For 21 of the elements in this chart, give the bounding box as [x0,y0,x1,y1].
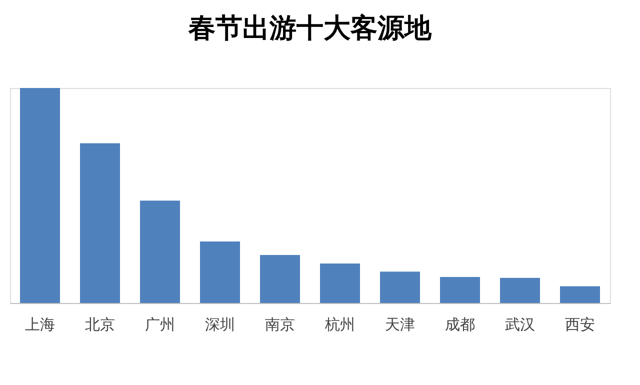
bar [320,263,360,303]
bar [500,278,540,303]
bar [20,88,60,303]
x-tick-label: 杭州 [324,316,355,334]
x-tick-label: 成都 [445,316,475,334]
x-tick-label: 北京 [85,316,115,334]
x-tick-label: 西安 [565,316,595,334]
x-tick-label: 广州 [145,316,175,334]
bar [260,255,300,303]
x-tick-label: 武汉 [505,316,535,334]
x-tick-label: 南京 [265,316,295,334]
bar [80,143,120,303]
bar [200,242,240,303]
x-tick-label: 天津 [385,316,415,334]
chart-title: 春节出游十大客源地 [188,13,432,44]
bar [140,200,180,303]
bar [560,286,600,303]
bar [440,276,480,303]
bar [380,272,420,303]
x-tick-label: 深圳 [205,316,235,334]
x-tick-label: 上海 [25,316,55,334]
